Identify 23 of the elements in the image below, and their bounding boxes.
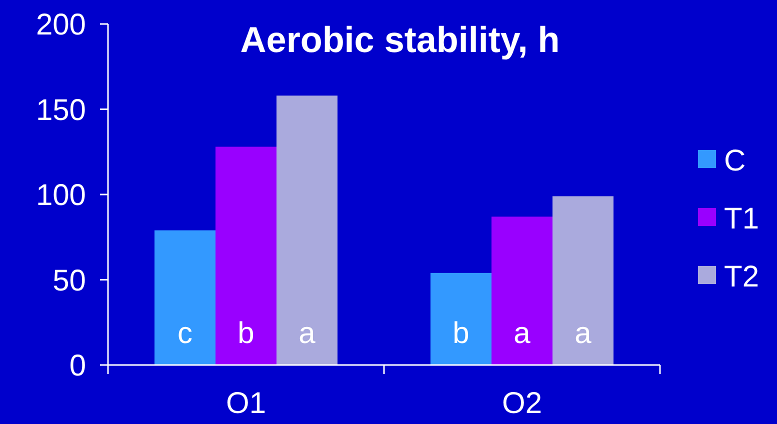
- bar: [552, 196, 614, 365]
- legend-label: T1: [724, 202, 760, 236]
- data-label: a: [298, 317, 316, 350]
- y-tick-label: 50: [52, 264, 86, 298]
- legend-label: C: [724, 144, 746, 178]
- bar: [216, 146, 276, 365]
- data-label: b: [452, 317, 470, 350]
- y-tick-label: 150: [36, 94, 86, 127]
- data-label: c: [178, 317, 192, 350]
- bar: [154, 230, 216, 365]
- data-label: a: [514, 317, 531, 350]
- chart-title: Aerobic stability, h: [240, 19, 560, 60]
- data-label: a: [574, 317, 592, 350]
- y-tick-label: 200: [36, 8, 86, 42]
- x-tick-label: O1: [226, 387, 266, 420]
- legend-label: T2: [724, 260, 760, 294]
- x-tick-label: O2: [502, 387, 542, 420]
- bar: [430, 272, 492, 365]
- y-tick-label: 0: [69, 350, 86, 382]
- data-label: b: [238, 317, 254, 350]
- bar: [492, 216, 552, 365]
- bar: [276, 96, 338, 365]
- y-tick-label: 100: [36, 179, 86, 212]
